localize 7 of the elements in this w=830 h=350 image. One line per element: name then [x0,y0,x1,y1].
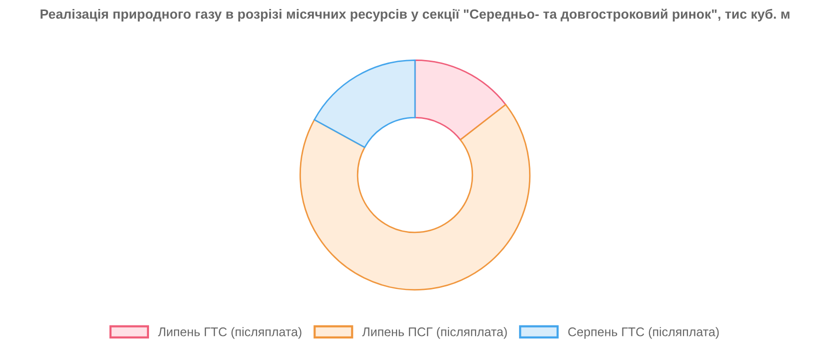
donut-slice [314,60,416,148]
donut-slice [300,104,530,290]
chart-title: Реалізація природного газу в розрізі місячних ресурсів у секції "Середньо- та довгостроковий ринок", тис куб. м [40,8,790,22]
legend-label: Липень ПСГ (післяплата) [362,327,507,339]
donut-slice [414,60,506,141]
legend-label: Серпень ГТС (післяплата) [568,327,719,339]
legend-label: Липень ГТС (післяплата) [158,327,302,339]
